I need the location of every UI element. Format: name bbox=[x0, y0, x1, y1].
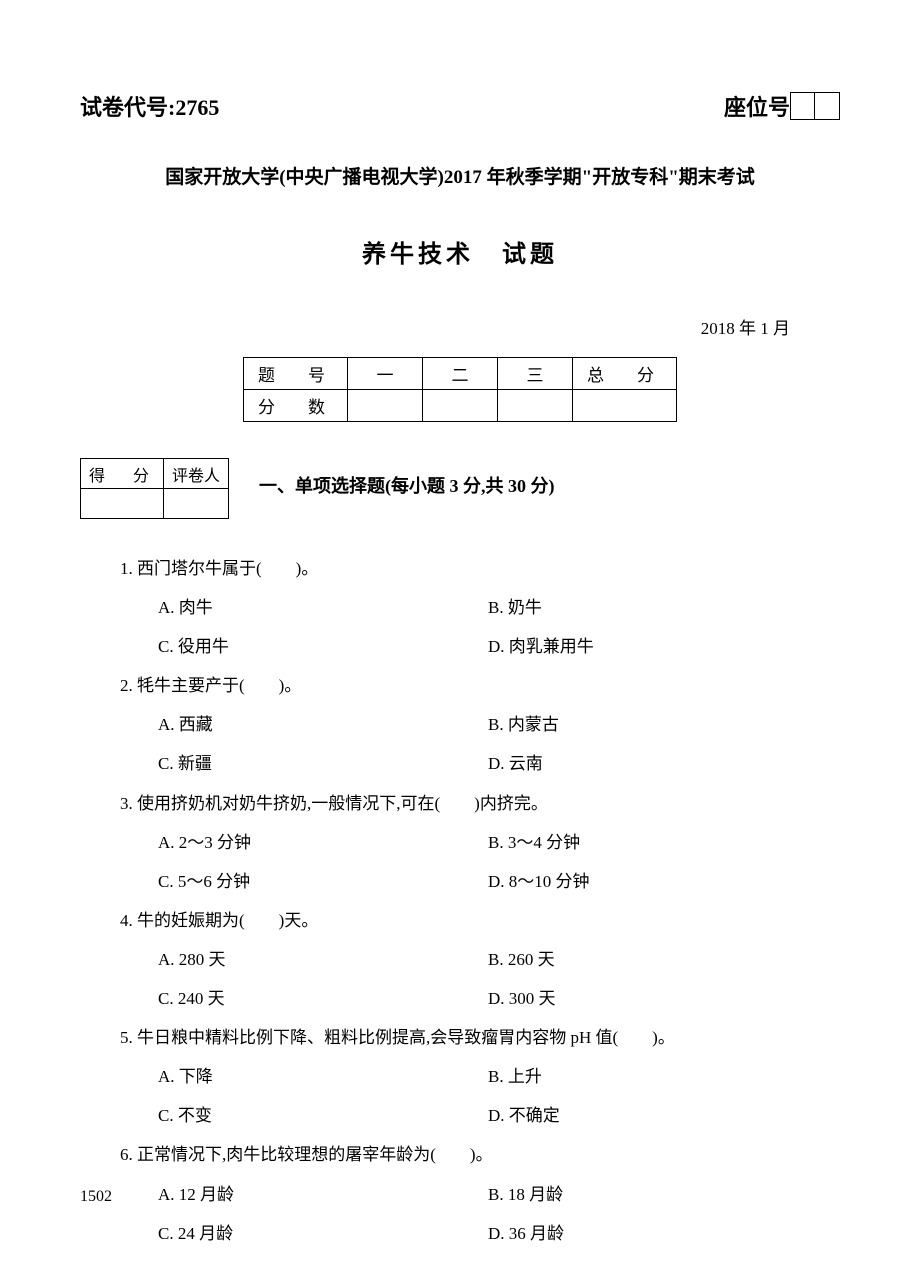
section-1-title: 一、单项选择题(每小题 3 分,共 30 分) bbox=[259, 472, 555, 498]
question-text: 1. 西门塔尔牛属于( )。 bbox=[120, 549, 840, 588]
grader-score-cell[interactable] bbox=[81, 489, 164, 519]
question-text: 3. 使用挤奶机对奶牛挤奶,一般情况下,可在( )内挤完。 bbox=[120, 784, 840, 823]
table-row: 分 数 bbox=[244, 390, 677, 422]
table-row: 题 号 一 二 三 总 分 bbox=[244, 358, 677, 390]
score-cell[interactable] bbox=[498, 390, 573, 422]
question-number: 5. bbox=[120, 1028, 133, 1047]
option-d: D. 300 天 bbox=[488, 979, 840, 1018]
question-1: 1. 西门塔尔牛属于( )。 A. 肉牛 B. 奶牛 C. 役用牛 D. 肉乳兼… bbox=[120, 549, 840, 666]
options-row: A. 12 月龄 B. 18 月龄 bbox=[120, 1175, 840, 1214]
options-row: C. 24 月龄 D. 36 月龄 bbox=[120, 1214, 840, 1253]
question-stem: 正常情况下,肉牛比较理想的屠宰年龄为( )。 bbox=[137, 1145, 493, 1164]
options-row: A. 下降 B. 上升 bbox=[120, 1057, 840, 1096]
options-row: C. 役用牛 D. 肉乳兼用牛 bbox=[120, 627, 840, 666]
university-line: 国家开放大学(中央广播电视大学)2017 年秋季学期"开放专科"期末考试 bbox=[80, 162, 840, 189]
score-header-label: 题 号 bbox=[244, 358, 348, 390]
question-number: 4. bbox=[120, 911, 133, 930]
score-col-total: 总 分 bbox=[573, 358, 677, 390]
option-a: A. 2～3 分钟 bbox=[158, 823, 488, 862]
question-stem: 牛的妊娠期为( )天。 bbox=[137, 911, 318, 930]
table-row bbox=[81, 489, 229, 519]
question-6: 6. 正常情况下,肉牛比较理想的屠宰年龄为( )。 A. 12 月龄 B. 18… bbox=[120, 1135, 840, 1252]
option-c: C. 24 月龄 bbox=[158, 1214, 488, 1253]
score-col-2: 二 bbox=[423, 358, 498, 390]
option-b: B. 260 天 bbox=[488, 940, 840, 979]
exam-date: 2018 年 1 月 bbox=[80, 314, 840, 339]
option-a: A. 280 天 bbox=[158, 940, 488, 979]
question-stem: 西门塔尔牛属于( )。 bbox=[137, 559, 318, 578]
table-row: 得 分 评卷人 bbox=[81, 459, 229, 489]
option-c: C. 240 天 bbox=[158, 979, 488, 1018]
option-d: D. 不确定 bbox=[488, 1096, 840, 1135]
score-table: 题 号 一 二 三 总 分 分 数 bbox=[243, 357, 677, 422]
option-b: B. 奶牛 bbox=[488, 588, 840, 627]
option-c: C. 役用牛 bbox=[158, 627, 488, 666]
score-col-1: 一 bbox=[348, 358, 423, 390]
question-stem: 牛日粮中精料比例下降、粗料比例提高,会导致瘤胃内容物 pH 值( )。 bbox=[137, 1028, 675, 1047]
option-b: B. 3～4 分钟 bbox=[488, 823, 840, 862]
option-a: A. 下降 bbox=[158, 1057, 488, 1096]
question-number: 2. bbox=[120, 676, 133, 695]
option-d: D. 肉乳兼用牛 bbox=[488, 627, 840, 666]
score-cell-total[interactable] bbox=[573, 390, 677, 422]
exam-code: 试卷代号:2765 bbox=[80, 90, 219, 122]
seat-box-1[interactable] bbox=[790, 92, 815, 120]
option-d: D. 云南 bbox=[488, 744, 840, 783]
grader-score-label: 得 分 bbox=[81, 459, 164, 489]
exam-code-label: 试卷代号: bbox=[80, 95, 175, 120]
question-2: 2. 牦牛主要产于( )。 A. 西藏 B. 内蒙古 C. 新疆 D. 云南 bbox=[120, 666, 840, 783]
question-text: 4. 牛的妊娠期为( )天。 bbox=[120, 901, 840, 940]
seat-section: 座位号 bbox=[724, 90, 840, 122]
grader-table: 得 分 评卷人 bbox=[80, 458, 229, 519]
option-d: D. 36 月龄 bbox=[488, 1214, 840, 1253]
score-cell[interactable] bbox=[423, 390, 498, 422]
seat-label: 座位号 bbox=[724, 90, 790, 122]
option-c: C. 5～6 分钟 bbox=[158, 862, 488, 901]
question-text: 2. 牦牛主要产于( )。 bbox=[120, 666, 840, 705]
options-row: C. 5～6 分钟 D. 8～10 分钟 bbox=[120, 862, 840, 901]
options-row: C. 240 天 D. 300 天 bbox=[120, 979, 840, 1018]
option-a: A. 西藏 bbox=[158, 705, 488, 744]
options-row: C. 不变 D. 不确定 bbox=[120, 1096, 840, 1135]
option-c: C. 不变 bbox=[158, 1096, 488, 1135]
question-text: 6. 正常情况下,肉牛比较理想的屠宰年龄为( )。 bbox=[120, 1135, 840, 1174]
option-a: A. 12 月龄 bbox=[158, 1175, 488, 1214]
grader-name-cell[interactable] bbox=[164, 489, 229, 519]
question-text: 5. 牛日粮中精料比例下降、粗料比例提高,会导致瘤胃内容物 pH 值( )。 bbox=[120, 1018, 840, 1057]
section-header: 得 分 评卷人 一、单项选择题(每小题 3 分,共 30 分) bbox=[80, 458, 840, 519]
grader-name-label: 评卷人 bbox=[164, 459, 229, 489]
option-a: A. 肉牛 bbox=[158, 588, 488, 627]
question-3: 3. 使用挤奶机对奶牛挤奶,一般情况下,可在( )内挤完。 A. 2～3 分钟 … bbox=[120, 784, 840, 901]
question-4: 4. 牛的妊娠期为( )天。 A. 280 天 B. 260 天 C. 240 … bbox=[120, 901, 840, 1018]
option-b: B. 内蒙古 bbox=[488, 705, 840, 744]
exam-code-value: 2765 bbox=[175, 95, 219, 120]
score-row-label: 分 数 bbox=[244, 390, 348, 422]
score-col-3: 三 bbox=[498, 358, 573, 390]
options-row: A. 2～3 分钟 B. 3～4 分钟 bbox=[120, 823, 840, 862]
question-number: 1. bbox=[120, 559, 133, 578]
option-b: B. 上升 bbox=[488, 1057, 840, 1096]
question-stem: 使用挤奶机对奶牛挤奶,一般情况下,可在( )内挤完。 bbox=[137, 794, 548, 813]
options-row: C. 新疆 D. 云南 bbox=[120, 744, 840, 783]
options-row: A. 肉牛 B. 奶牛 bbox=[120, 588, 840, 627]
option-b: B. 18 月龄 bbox=[488, 1175, 840, 1214]
questions-container: 1. 西门塔尔牛属于( )。 A. 肉牛 B. 奶牛 C. 役用牛 D. 肉乳兼… bbox=[80, 549, 840, 1253]
question-stem: 牦牛主要产于( )。 bbox=[137, 676, 301, 695]
page-number: 1502 bbox=[80, 1188, 112, 1206]
options-row: A. 280 天 B. 260 天 bbox=[120, 940, 840, 979]
header-row: 试卷代号:2765 座位号 bbox=[80, 90, 840, 122]
question-number: 3. bbox=[120, 794, 133, 813]
score-cell[interactable] bbox=[348, 390, 423, 422]
options-row: A. 西藏 B. 内蒙古 bbox=[120, 705, 840, 744]
question-5: 5. 牛日粮中精料比例下降、粗料比例提高,会导致瘤胃内容物 pH 值( )。 A… bbox=[120, 1018, 840, 1135]
exam-title: 养牛技术 试题 bbox=[80, 234, 840, 269]
question-number: 6. bbox=[120, 1145, 133, 1164]
option-c: C. 新疆 bbox=[158, 744, 488, 783]
option-d: D. 8～10 分钟 bbox=[488, 862, 840, 901]
seat-box-2[interactable] bbox=[815, 92, 840, 120]
